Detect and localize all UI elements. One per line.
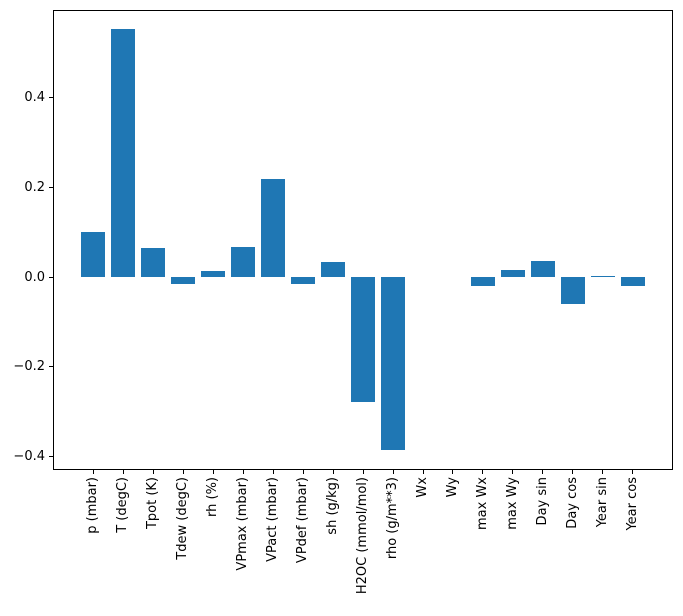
x-tick-label: Year cos	[624, 477, 640, 531]
x-tick-label: Tpot (K)	[145, 477, 161, 530]
x-tick-mark	[242, 470, 244, 474]
x-tick-mark	[122, 470, 124, 474]
x-tick-mark	[542, 470, 544, 474]
x-tick-label: rho (g/m**3)	[385, 477, 400, 560]
bar-p (mbar)	[81, 232, 106, 277]
bar-rho (g/m**3)	[381, 277, 405, 450]
y-tick-mark	[49, 97, 53, 98]
x-tick-label: H2OC (mmol/mol)	[355, 477, 370, 595]
x-tick-mark	[632, 470, 634, 474]
x-tick-label: rh (%)	[205, 477, 221, 517]
y-tick-label: −0.4	[13, 449, 45, 464]
bar-rh (%)	[201, 270, 226, 277]
x-tick-mark	[482, 470, 484, 474]
x-tick-mark	[92, 470, 94, 474]
x-tick-label: VPmax (mbar)	[235, 477, 251, 571]
y-tick-mark	[49, 366, 53, 368]
bar-sh (g/kg)	[321, 262, 345, 277]
bar-Tdew (degC)	[171, 277, 196, 285]
bar-VPdef (mbar)	[291, 277, 315, 285]
bar-H2OC (mmol/mol)	[351, 277, 375, 402]
x-tick-mark	[602, 470, 604, 474]
x-tick-mark	[362, 470, 364, 474]
x-tick-label: max Wy	[504, 477, 520, 530]
bar-Day cos	[560, 277, 585, 304]
x-tick-label: Day cos	[564, 477, 580, 529]
bar-Year cos	[620, 277, 645, 286]
x-tick-mark	[452, 470, 454, 474]
x-tick-label: T (degC)	[115, 477, 131, 533]
y-tick-mark	[49, 456, 53, 457]
bar-VPact (mbar)	[261, 178, 286, 277]
bar-max Wx	[470, 277, 495, 287]
bar-Year sin	[590, 275, 615, 277]
x-tick-label: p (mbar)	[85, 477, 101, 534]
bar-VPmax (mbar)	[231, 246, 256, 277]
y-tick-label: 0.4	[24, 90, 45, 105]
x-tick-mark	[302, 470, 304, 474]
x-tick-label: Wx	[415, 477, 430, 498]
y-tick-label: 0.0	[24, 269, 45, 285]
x-tick-mark	[272, 470, 274, 474]
y-tick-label: −0.2	[13, 359, 45, 375]
x-tick-label: Tdew (degC)	[175, 477, 191, 560]
x-tick-label: VPdef (mbar)	[295, 477, 310, 564]
bar-max Wy	[500, 269, 525, 277]
x-tick-label: sh (g/kg)	[325, 477, 340, 535]
x-tick-mark	[152, 470, 154, 474]
x-tick-mark	[572, 470, 574, 474]
x-tick-label: Year sin	[594, 477, 610, 528]
x-tick-mark	[212, 470, 214, 474]
y-tick-mark	[49, 186, 53, 188]
x-tick-mark	[182, 470, 184, 474]
x-tick-label: Wy	[444, 477, 460, 498]
x-tick-label: Day sin	[534, 477, 550, 526]
x-tick-mark	[332, 470, 334, 474]
bar-Day sin	[530, 261, 555, 277]
y-tick-mark	[49, 276, 53, 278]
x-tick-mark	[392, 470, 394, 474]
x-tick-mark	[512, 470, 514, 474]
bar-Tpot (K)	[141, 247, 166, 278]
bar-T (degC)	[111, 29, 136, 277]
y-tick-label: 0.2	[24, 179, 45, 195]
x-tick-mark	[422, 470, 424, 474]
x-tick-label: VPact (mbar)	[265, 477, 281, 562]
x-tick-label: max Wx	[474, 477, 490, 531]
